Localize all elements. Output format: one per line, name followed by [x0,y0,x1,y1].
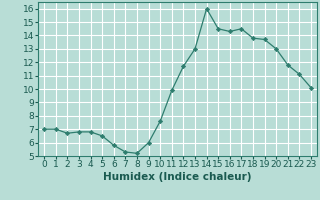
X-axis label: Humidex (Indice chaleur): Humidex (Indice chaleur) [103,172,252,182]
